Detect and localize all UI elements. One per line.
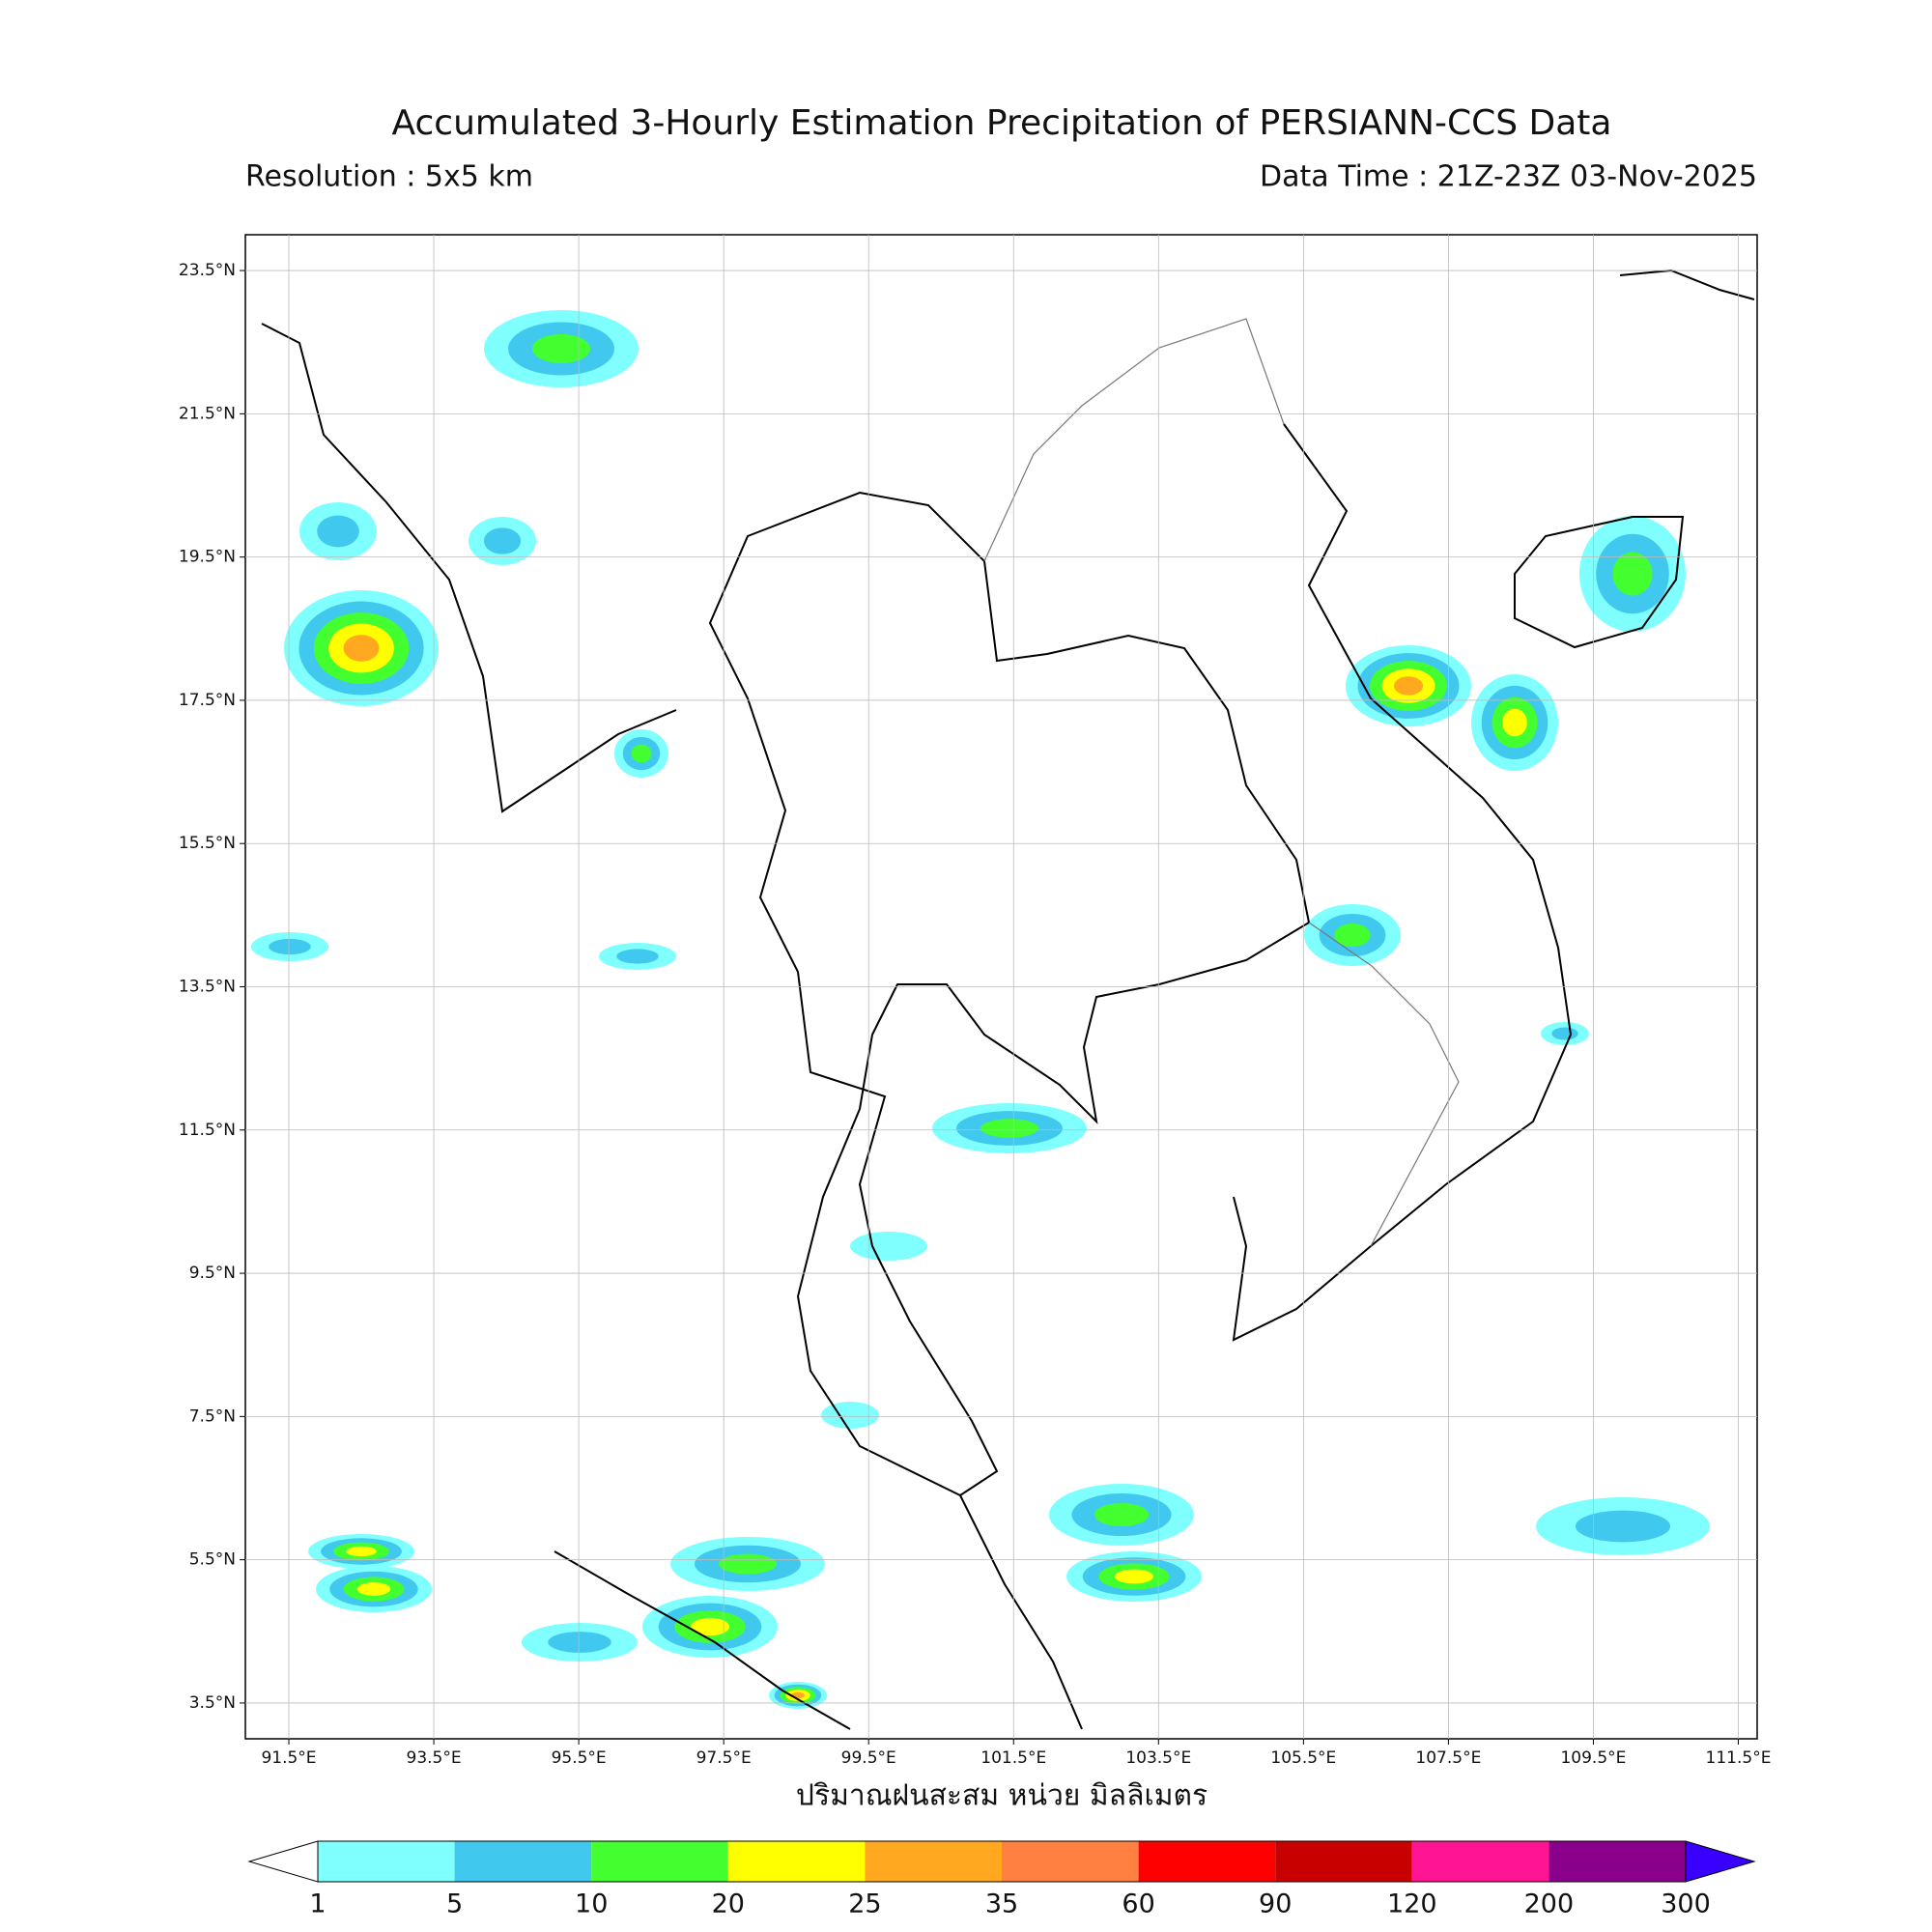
rain-area — [269, 938, 311, 955]
data-time: Data Time : 21Z-23Z 03-Nov-2025 — [1260, 160, 1757, 194]
colorbar-label: 120 — [1387, 1889, 1437, 1919]
coastlines — [261, 269, 1755, 1730]
lat-tick-label: 13.5°N — [179, 978, 236, 997]
rain-area — [850, 1232, 927, 1261]
colorbar-label: 90 — [1259, 1889, 1292, 1919]
lon-tick-label: 105.5°E — [1270, 1748, 1336, 1768]
coast-hainan — [1514, 516, 1685, 649]
colorbar-under — [247, 1840, 319, 1883]
colorbar-bin — [1411, 1841, 1549, 1882]
coast-thailand — [708, 491, 1311, 1497]
border-laos — [983, 318, 1285, 562]
coast-myanmar — [261, 323, 677, 813]
colorbar-label: 300 — [1661, 1889, 1711, 1919]
rain-area — [1502, 708, 1527, 737]
colorbar-frame — [317, 1840, 1687, 1883]
lat-tick-label: 23.5°N — [179, 261, 236, 280]
precipitation — [251, 310, 1710, 1709]
rain-area — [548, 1632, 611, 1653]
lon-tick-label: 97.5°E — [696, 1748, 752, 1768]
lat-tick-label: 21.5°N — [179, 404, 236, 423]
colorbar-bin — [1002, 1841, 1139, 1882]
resolution: Resolution : 5x5 km — [245, 160, 533, 194]
lat-tick-label: 5.5°N — [189, 1550, 236, 1570]
coast-china — [1619, 269, 1755, 300]
lon-tick-label: 103.5°E — [1125, 1748, 1191, 1768]
lon-tick-label: 101.5°E — [980, 1748, 1046, 1768]
colorbar-label: 10 — [575, 1889, 608, 1919]
colorbar-bin — [1548, 1841, 1686, 1882]
colorbar-label: 200 — [1524, 1889, 1575, 1919]
x-label: ปริมาณฝนสะสม หน่วย มิลลิเมตร — [796, 1779, 1208, 1813]
rain-area — [356, 1582, 391, 1596]
rain-area — [719, 1553, 777, 1575]
rain-area — [616, 949, 659, 964]
lat-tick-label: 19.5°N — [179, 548, 236, 567]
colorbar-bin — [727, 1841, 866, 1882]
rain-area — [346, 1546, 377, 1557]
rain-area — [532, 334, 590, 363]
coast-vietnam — [1232, 423, 1573, 1342]
colorbar-bin — [454, 1841, 592, 1882]
colorbar-bin — [591, 1841, 728, 1882]
rain-area — [691, 1617, 729, 1636]
rain-area — [483, 527, 522, 554]
rain-area — [1394, 676, 1423, 696]
border-cambodia — [1308, 922, 1460, 1247]
lat-tick-label: 9.5°N — [189, 1264, 236, 1283]
lon-tick-label: 109.5°E — [1560, 1748, 1626, 1768]
rain-area — [980, 1119, 1038, 1138]
colorbar-label: 1 — [309, 1889, 326, 1919]
colorbar-label: 25 — [848, 1889, 881, 1919]
rain-area — [1612, 552, 1653, 596]
lat-tick-label: 7.5°N — [189, 1406, 236, 1426]
rain-area — [1115, 1569, 1153, 1584]
colorbar-label: 20 — [712, 1889, 745, 1919]
coast-malaysia — [959, 1494, 1083, 1730]
rain-area — [631, 744, 652, 763]
lat-tick-label: 3.5°N — [189, 1693, 236, 1713]
colorbar-label: 60 — [1122, 1889, 1154, 1919]
rain-area — [1551, 1027, 1578, 1040]
lon-tick-label: 111.5°E — [1706, 1748, 1772, 1768]
rain-area — [1575, 1510, 1671, 1543]
lon-tick-label: 91.5°E — [261, 1748, 316, 1768]
lon-tick-label: 95.5°E — [552, 1748, 607, 1768]
rain-area — [1334, 923, 1371, 947]
title: Accumulated 3-Hourly Estimation Precipit… — [392, 103, 1612, 143]
colorbar-over — [1685, 1840, 1756, 1883]
lon-tick-label: 107.5°E — [1415, 1748, 1481, 1768]
colorbar-bin — [1275, 1841, 1412, 1882]
colorbar-label: 35 — [985, 1889, 1018, 1919]
lat-tick-label: 15.5°N — [179, 834, 236, 853]
rain-area — [317, 515, 359, 548]
lat-tick-label: 17.5°N — [179, 691, 236, 710]
rain-area — [1094, 1503, 1150, 1526]
colorbar-bin — [318, 1841, 455, 1882]
lat-tick-label: 11.5°N — [179, 1121, 236, 1140]
coast-sumatra — [554, 1550, 851, 1730]
lon-tick-label: 99.5°E — [841, 1748, 896, 1768]
colorbar-label: 5 — [446, 1889, 463, 1919]
colorbar-bin — [1138, 1841, 1276, 1882]
rain-area — [343, 635, 380, 662]
lon-tick-label: 93.5°E — [407, 1748, 462, 1768]
colorbar-bin — [865, 1841, 1002, 1882]
rain-area — [821, 1402, 879, 1429]
